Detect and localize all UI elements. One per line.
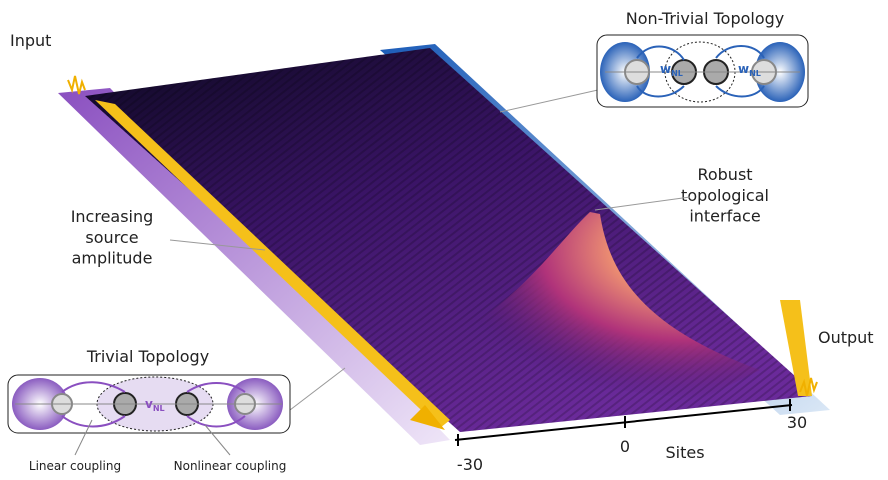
axis-title: Sites xyxy=(665,443,704,462)
label-line: source xyxy=(85,228,138,247)
figure: -30 0 30 Sites Input Output Robust topolo… xyxy=(0,0,888,480)
input-label: Input xyxy=(10,31,51,50)
interface-label: Robust topological interface xyxy=(681,165,769,226)
nontrivial-title: Non-Trivial Topology xyxy=(626,9,785,28)
trivial-title: Trivial Topology xyxy=(86,347,209,366)
tick-label: 30 xyxy=(787,413,807,432)
tick-label: -30 xyxy=(457,455,483,474)
leader xyxy=(290,368,345,410)
label-line: amplitude xyxy=(72,249,153,268)
label-line: Increasing xyxy=(71,207,154,226)
output-label: Output xyxy=(818,328,874,347)
label-line: topological xyxy=(681,186,769,205)
label-line: interface xyxy=(689,207,760,226)
amplitude-label: Increasing source amplitude xyxy=(71,207,154,268)
leader xyxy=(595,197,690,210)
label-line: Robust xyxy=(697,165,752,184)
linear-label: Linear coupling xyxy=(29,459,121,473)
nonlinear-label: Nonlinear coupling xyxy=(174,459,287,473)
tick-label: 0 xyxy=(620,437,630,456)
